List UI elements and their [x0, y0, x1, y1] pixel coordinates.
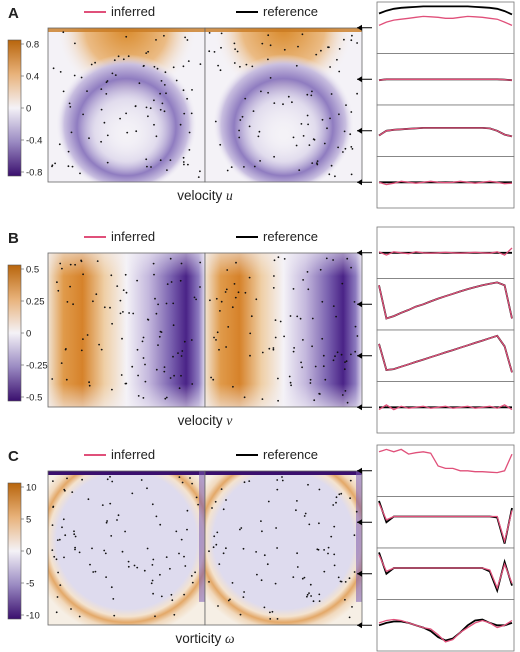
profile-subplot-2	[357, 53, 515, 106]
colorbar-tick-label: 0.8	[26, 40, 39, 51]
profile-subplot-4	[357, 381, 515, 434]
colorbar	[7, 264, 22, 402]
profile-subplot-4	[357, 156, 515, 209]
heatmap-inferred	[47, 27, 206, 183]
profile-subplot-1	[357, 444, 515, 497]
panel-letter: A	[8, 5, 19, 22]
panel-caption: vorticity ω	[175, 631, 234, 646]
legend-reference-label: reference	[263, 4, 318, 19]
panel-caption-symbol: u	[226, 188, 233, 203]
profile-subplot-3	[357, 104, 515, 157]
colorbar	[7, 39, 22, 177]
profile-inferred-line	[378, 281, 513, 320]
panel-letter: B	[8, 230, 19, 247]
legend-inferred-label: inferred	[111, 447, 155, 462]
profile-subplot-2	[357, 496, 515, 549]
profile-subplot-3	[357, 547, 515, 600]
heatmap-reference	[204, 27, 363, 183]
colorbar-tick-label: 0.25	[26, 297, 45, 308]
colorbar-tick-label: 10	[26, 483, 37, 494]
colorbar-tick-label: 0.5	[26, 265, 39, 276]
colorbar	[7, 482, 22, 620]
profile-inferred-line	[378, 335, 513, 373]
heatmap-inferred	[47, 470, 206, 626]
heatmap-inferred	[47, 252, 206, 408]
profile-inferred-line	[378, 554, 513, 590]
colorbar-tick-label: -0.5	[26, 393, 42, 404]
profile-inferred-line	[378, 448, 513, 474]
panel-letter: C	[8, 448, 19, 465]
legend-inferred-label: inferred	[111, 229, 155, 244]
heatmap-reference	[204, 252, 363, 408]
legend-reference-label: reference	[263, 447, 318, 462]
colorbar-tick-label: -0.25	[26, 361, 48, 372]
profile-inferred-line	[378, 127, 513, 138]
profile-inferred-line	[378, 247, 513, 256]
legend-reference-label: reference	[263, 229, 318, 244]
panel-caption: velocity v	[178, 413, 233, 428]
colorbar-tick-label: 0	[26, 547, 31, 558]
colorbar-tick-label: 0	[26, 329, 31, 340]
profile-inferred-line	[378, 503, 513, 544]
profile-subplot-4	[357, 599, 515, 652]
heatmap-reference	[204, 470, 363, 626]
profile-subplot-1	[357, 1, 515, 54]
colorbar-tick-label: -0.8	[26, 168, 42, 179]
profile-subplot-3	[357, 329, 515, 382]
colorbar-tick-label: 5	[26, 515, 31, 526]
panel-caption: velocity u	[177, 188, 233, 203]
profile-subplot-1	[357, 226, 515, 279]
profile-inferred-line	[378, 404, 513, 411]
colorbar-tick-label: 0	[26, 104, 31, 115]
legend-inferred-label: inferred	[111, 4, 155, 19]
profile-inferred-line	[378, 78, 513, 81]
colorbar-tick-label: -5	[26, 579, 34, 590]
colorbar-tick-label: -0.4	[26, 136, 42, 147]
profile-inferred-line	[378, 180, 513, 186]
panel-caption-symbol: ω	[225, 631, 235, 646]
profile-reference-line	[378, 5, 513, 16]
panel-caption-symbol: v	[226, 413, 232, 428]
colorbar-tick-label: 0.4	[26, 72, 39, 83]
profile-inferred-line	[378, 15, 513, 26]
colorbar-tick-label: -10	[26, 611, 40, 622]
profile-subplot-2	[357, 278, 515, 331]
profile-inferred-line	[378, 618, 513, 643]
